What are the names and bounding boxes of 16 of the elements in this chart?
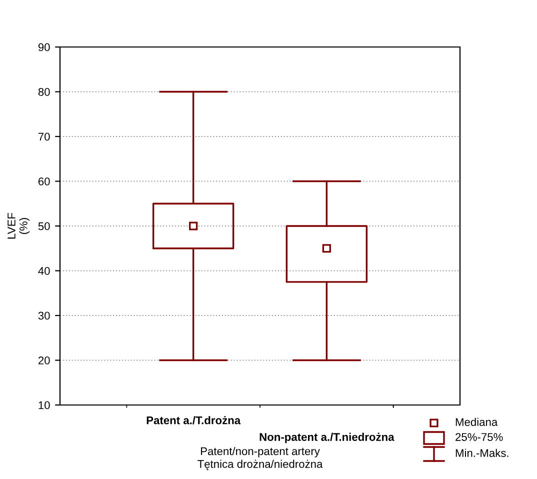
y-axis-title: LVEF (%) (8, 212, 30, 239)
x-axis-title: Patent/non-patent artery Tętnica drożna/niedrożna (198, 447, 323, 470)
y-tick-label: 70 (38, 132, 50, 141)
x-tick-label: Patent a./T.drożna (146, 416, 241, 424)
y-tick-label: 20 (38, 356, 50, 364)
y-tick-label: 90 (38, 43, 50, 52)
y-tick-label: 80 (38, 88, 50, 96)
y-tick-label: 50 (38, 222, 50, 230)
text: 25%-75% (456, 433, 503, 441)
y-tick-label: 30 (38, 312, 50, 320)
text: Mediana (456, 418, 498, 426)
y-tick-label: 10 (38, 401, 50, 410)
text: Min.-Maks. (456, 448, 508, 457)
y-tick-label: 40 (38, 267, 50, 275)
y-tick-label: 60 (38, 178, 50, 186)
x-tick-label: Non-patent a./T.niedrożna (260, 432, 394, 444)
